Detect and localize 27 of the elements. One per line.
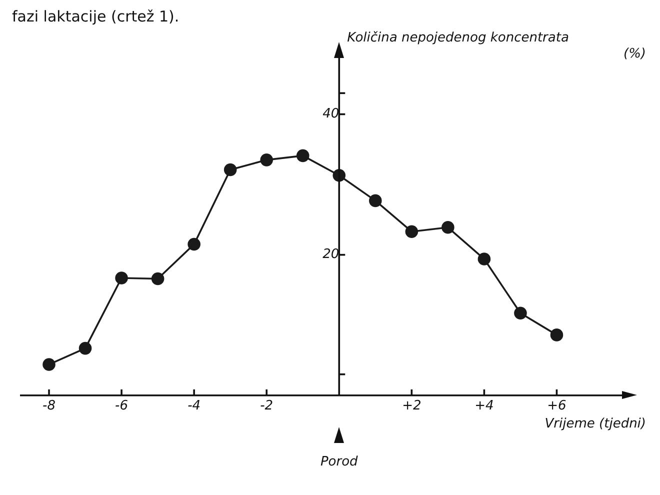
x-tick-label: +6	[547, 398, 566, 414]
point	[115, 272, 128, 284]
text: Porod	[320, 454, 359, 470]
point	[78, 342, 92, 355]
x-tick-label: -8	[42, 398, 56, 414]
point	[296, 149, 310, 162]
point	[188, 238, 200, 251]
point	[514, 306, 527, 320]
point	[550, 328, 564, 342]
point	[151, 272, 164, 286]
point	[442, 221, 454, 234]
x-tick-label: -6	[115, 398, 128, 414]
point	[260, 154, 274, 166]
point	[405, 225, 418, 238]
point	[369, 194, 382, 208]
point	[42, 358, 56, 371]
x-tick-label: -2	[260, 398, 274, 414]
x-tick-label: +2	[402, 398, 422, 414]
y-tick-label: 20	[322, 247, 340, 262]
point	[478, 252, 491, 266]
x-tick-label: +4	[474, 398, 494, 414]
y-tick-label: 40	[322, 106, 340, 122]
x-tick-label: -4	[188, 398, 201, 414]
text: Količina nepojedenog koncentrata (%)	[347, 30, 646, 62]
point	[224, 163, 237, 176]
x-axis-title: Vrijeme (tjedni)	[544, 416, 646, 432]
text: fazi laktacije (crtež 1).	[12, 7, 180, 26]
